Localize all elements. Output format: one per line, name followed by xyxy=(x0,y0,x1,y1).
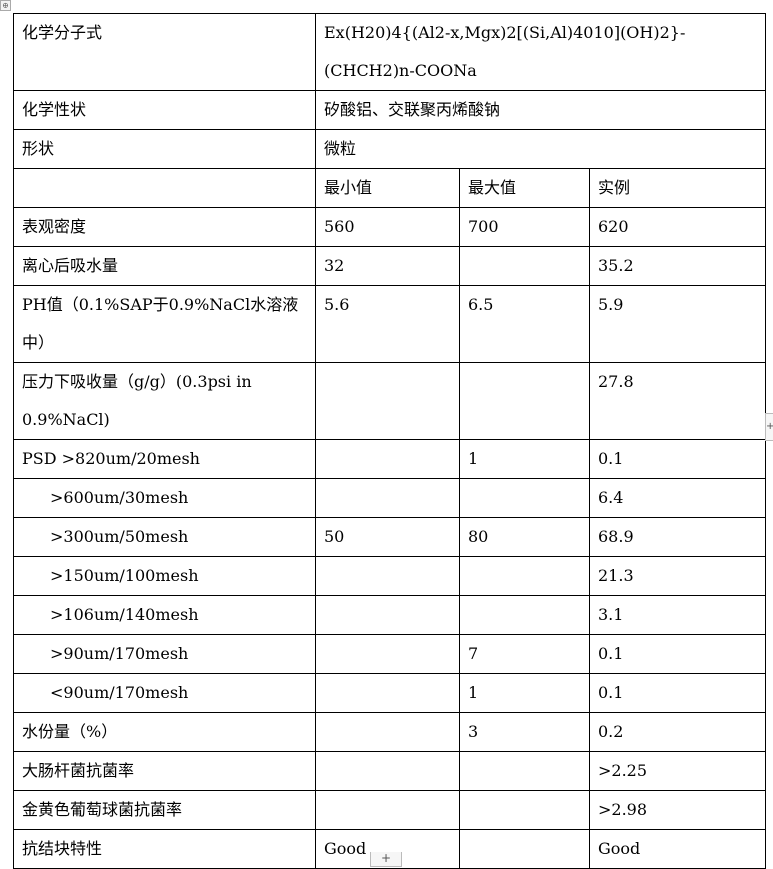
table-row: >106um/140mesh 3.1 xyxy=(13,595,767,635)
table-row: 表观密度 560 700 620 xyxy=(13,207,767,247)
cell-label[interactable]: >300um/50mesh xyxy=(13,517,316,557)
cell-merged[interactable]: 矽酸铝、交联聚丙烯酸钠 xyxy=(314,90,767,130)
cell-label[interactable]: 压力下吸收量（g/g）(0.3psi in 0.9%NaCl) xyxy=(13,362,316,440)
cell-min[interactable] xyxy=(315,439,460,479)
cell-example[interactable]: 27.8 xyxy=(588,362,767,440)
cell-label[interactable]: 抗结块特性 xyxy=(13,829,316,869)
table-row: 最小值 最大值 实例 xyxy=(13,168,767,208)
cell-example[interactable]: >2.98 xyxy=(588,790,767,830)
cell-example[interactable]: 5.9 xyxy=(588,285,767,363)
table-row: >600um/30mesh 6.4 xyxy=(13,478,767,518)
table-row: 水份量（%） 3 0.2 xyxy=(13,712,767,752)
cell-label[interactable]: 化学性状 xyxy=(13,90,316,130)
cell-example[interactable]: >2.25 xyxy=(588,751,767,791)
cell-min[interactable] xyxy=(315,673,460,713)
properties-table: 化学分子式 Ex(H20)4{(Al2-x,Mgx)2[(Si,Al)4010](… xyxy=(13,13,767,869)
cell-min[interactable] xyxy=(315,595,460,635)
cell-label[interactable]: 大肠杆菌抗菌率 xyxy=(13,751,316,791)
cell-example[interactable]: 0.1 xyxy=(588,439,767,479)
cell-min[interactable]: 32 xyxy=(315,246,460,286)
cell-max[interactable] xyxy=(459,246,590,286)
table-row: PSD >820um/20mesh 1 0.1 xyxy=(13,439,767,479)
cell-example[interactable]: 6.4 xyxy=(588,478,767,518)
cell-max[interactable]: 最大值 xyxy=(459,168,590,208)
table-row: >90um/170mesh 7 0.1 xyxy=(13,634,767,674)
cell-max[interactable] xyxy=(459,478,590,518)
cell-min[interactable]: 560 xyxy=(315,207,460,247)
table-row: 化学分子式 Ex(H20)4{(Al2-x,Mgx)2[(Si,Al)4010](… xyxy=(13,13,767,91)
cell-max[interactable]: 3 xyxy=(459,712,590,752)
cell-min[interactable]: 50 xyxy=(315,517,460,557)
cell-label[interactable]: 形状 xyxy=(13,129,316,169)
cell-min[interactable] xyxy=(315,712,460,752)
cell-example[interactable]: 0.1 xyxy=(588,673,767,713)
cell-label[interactable]: 化学分子式 xyxy=(13,13,316,91)
cell-label[interactable]: PH值（0.1%SAP于0.9%NaCl水溶液中） xyxy=(13,285,316,363)
cell-max[interactable]: 80 xyxy=(459,517,590,557)
cell-label[interactable]: >600um/30mesh xyxy=(13,478,316,518)
cell-label[interactable]: >106um/140mesh xyxy=(13,595,316,635)
cell-max[interactable] xyxy=(459,556,590,596)
cell-label[interactable]: >150um/100mesh xyxy=(13,556,316,596)
cell-max[interactable] xyxy=(459,790,590,830)
cell-example[interactable]: 620 xyxy=(588,207,767,247)
cell-min[interactable] xyxy=(315,478,460,518)
cell-label[interactable]: 水份量（%） xyxy=(13,712,316,752)
table-row: 抗结块特性 Good Good xyxy=(13,829,767,869)
cell-min[interactable] xyxy=(315,362,460,440)
table-row: 离心后吸水量 32 35.2 xyxy=(13,246,767,286)
cell-label[interactable] xyxy=(13,168,316,208)
table-move-handle[interactable]: ⊕ xyxy=(0,0,11,11)
cell-example[interactable]: 35.2 xyxy=(588,246,767,286)
cell-label[interactable]: <90um/170mesh xyxy=(13,673,316,713)
cell-example[interactable]: Good xyxy=(588,829,767,869)
cell-min[interactable] xyxy=(315,556,460,596)
cell-example[interactable]: 68.9 xyxy=(588,517,767,557)
table-row: 形状 微粒 xyxy=(13,129,767,169)
table-row: >300um/50mesh 50 80 68.9 xyxy=(13,517,767,557)
cell-min[interactable]: 最小值 xyxy=(315,168,460,208)
table-row: PH值（0.1%SAP于0.9%NaCl水溶液中） 5.6 6.5 5.9 xyxy=(13,285,767,363)
table-row: 大肠杆菌抗菌率 >2.25 xyxy=(13,751,767,791)
cell-example[interactable]: 实例 xyxy=(588,168,767,208)
cell-merged[interactable]: 微粒 xyxy=(314,129,767,169)
cell-merged[interactable]: Ex(H20)4{(Al2-x,Mgx)2[(Si,Al)4010](OH)2}… xyxy=(314,13,767,91)
table-row: <90um/170mesh 1 0.1 xyxy=(13,673,767,713)
cell-label[interactable]: 表观密度 xyxy=(13,207,316,247)
cell-example[interactable]: 21.3 xyxy=(588,556,767,596)
cell-max[interactable]: 1 xyxy=(459,439,590,479)
cell-label[interactable]: PSD >820um/20mesh xyxy=(13,439,316,479)
cell-max[interactable]: 7 xyxy=(459,634,590,674)
cell-example[interactable]: 3.1 xyxy=(588,595,767,635)
table-row: 化学性状 矽酸铝、交联聚丙烯酸钠 xyxy=(13,90,767,130)
cell-max[interactable]: 700 xyxy=(459,207,590,247)
table-row: 金黄色葡萄球菌抗菌率 >2.98 xyxy=(13,790,767,830)
cell-example[interactable]: 0.1 xyxy=(588,634,767,674)
cell-label[interactable]: 金黄色葡萄球菌抗菌率 xyxy=(13,790,316,830)
cell-max[interactable] xyxy=(459,362,590,440)
cell-max[interactable]: 6.5 xyxy=(459,285,590,363)
table-row: 压力下吸收量（g/g）(0.3psi in 0.9%NaCl) 27.8 xyxy=(13,362,767,440)
table-row: >150um/100mesh 21.3 xyxy=(13,556,767,596)
cell-min[interactable] xyxy=(315,790,460,830)
cell-example[interactable]: 0.2 xyxy=(588,712,767,752)
cell-max[interactable] xyxy=(459,595,590,635)
cell-max[interactable] xyxy=(459,829,590,869)
cell-label[interactable]: >90um/170mesh xyxy=(13,634,316,674)
add-row-button[interactable]: + xyxy=(370,852,402,867)
cell-min[interactable] xyxy=(315,751,460,791)
add-column-button[interactable]: + xyxy=(765,413,773,441)
cell-max[interactable] xyxy=(459,751,590,791)
cell-min[interactable] xyxy=(315,634,460,674)
cell-min[interactable]: 5.6 xyxy=(315,285,460,363)
cell-label[interactable]: 离心后吸水量 xyxy=(13,246,316,286)
cell-max[interactable]: 1 xyxy=(459,673,590,713)
